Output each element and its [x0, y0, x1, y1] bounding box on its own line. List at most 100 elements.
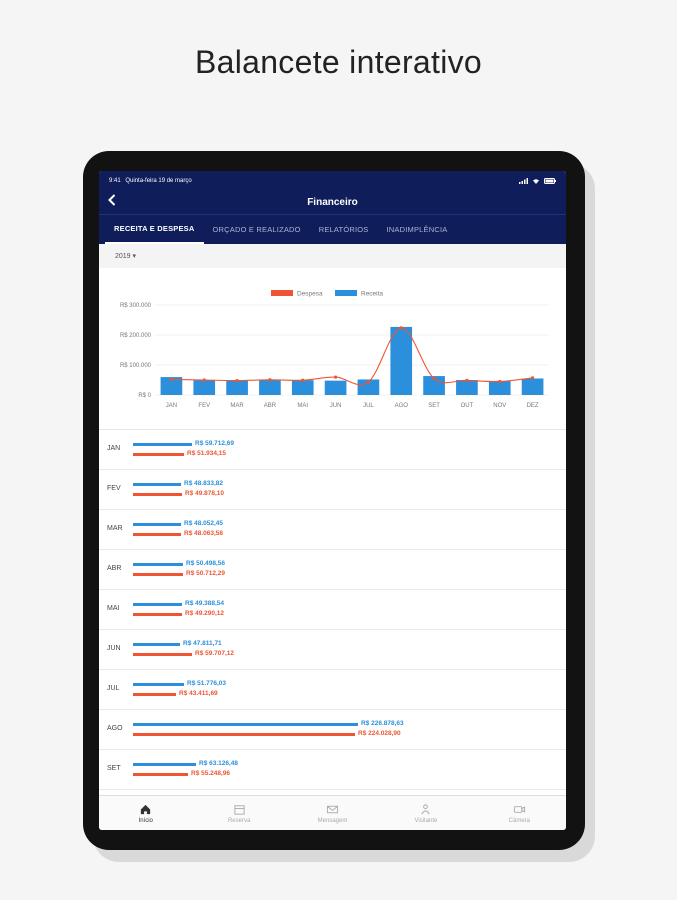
receita-bar	[133, 683, 184, 686]
receita-bar	[357, 379, 380, 395]
finance-chart: R$ 0 R$ 100.000 R$ 200.000 R$ 300.000 JAN FEV…	[99, 268, 566, 430]
tab-receita-despesa[interactable]: RECEITA E DESPESA	[105, 215, 204, 244]
despesa-value: R$ 55.248,96	[191, 770, 231, 777]
receita-bar	[291, 380, 314, 395]
despesa-point	[301, 378, 305, 382]
tab-inadimplencia[interactable]: INADIMPLÊNCIA	[386, 225, 448, 234]
despesa-point	[399, 326, 403, 330]
receita-value: R$ 49.388,54	[185, 600, 225, 607]
tablet-frame: 9:41 Quinta-feira 19 de março Financeiro…	[83, 151, 585, 850]
month-row[interactable]: JUL R$ 51.776,03 R$ 43.411,69	[99, 670, 566, 710]
x-tick-label: AGO	[395, 403, 409, 409]
tab-inicio[interactable]: Início	[99, 796, 192, 830]
month-label: SET	[107, 765, 121, 772]
month-row[interactable]: MAR R$ 48.052,45 R$ 48.063,58	[99, 510, 566, 550]
x-tick-label: OUT	[461, 403, 474, 409]
tab-mensagem-label: Mensagem	[317, 817, 348, 824]
despesa-point	[498, 379, 502, 384]
month-row[interactable]: MAI R$ 49.388,54 R$ 49.290,12	[99, 590, 566, 630]
app-screen: 9:41 Quinta-feira 19 de março Financeiro…	[99, 171, 566, 830]
x-tick-label: JUN	[330, 403, 342, 409]
receita-bar	[488, 380, 511, 395]
receita-bar	[324, 380, 347, 395]
month-label: JUL	[107, 685, 120, 692]
status-date: Quinta-feira 19 de março	[125, 177, 192, 184]
month-label: AGO	[107, 725, 123, 732]
month-label: MAR	[107, 525, 123, 532]
receita-bar	[259, 379, 281, 395]
bottom-tab-bar: Início Reserva Mensagem Visitante Câmera	[99, 795, 566, 830]
despesa-value: R$ 49.878,10	[185, 490, 225, 497]
tab-reserva[interactable]: Reserva	[192, 796, 285, 830]
nav-title: Financeiro	[307, 196, 358, 208]
signal-icon	[519, 177, 528, 184]
despesa-bar	[133, 573, 183, 576]
despesa-bar	[133, 613, 182, 616]
month-list: JAN R$ 59.712,69 R$ 51.934,15 FEV R$ 48.833,…	[99, 430, 566, 790]
home-icon	[141, 804, 151, 814]
receita-bar	[133, 483, 181, 486]
visitor-icon	[421, 803, 431, 814]
y-tick-label: R$ 100.000	[120, 363, 152, 369]
receita-value: R$ 59.712,69	[195, 440, 235, 447]
month-label: ABR	[107, 565, 122, 572]
receita-bar	[133, 643, 180, 646]
tab-inicio-label: Início	[138, 817, 153, 824]
mail-icon	[326, 805, 339, 813]
despesa-bar	[133, 493, 182, 496]
calendar-icon	[234, 804, 245, 815]
receita-bar	[133, 563, 183, 566]
month-row[interactable]: FEV R$ 48.833,82 R$ 49.878,10	[99, 470, 566, 510]
x-tick-label: MAI	[297, 403, 308, 409]
month-label: JAN	[107, 445, 121, 452]
month-row[interactable]: JUN R$ 47.811,71 R$ 59.707,12	[99, 630, 566, 670]
receita-bar	[226, 380, 248, 395]
receita-bar	[423, 376, 445, 395]
back-button[interactable]	[105, 192, 119, 212]
despesa-value: R$ 50.712,29	[186, 570, 226, 577]
month-row[interactable]: ABR R$ 50.498,56 R$ 50.712,29	[99, 550, 566, 590]
nav-bar: Financeiro	[99, 190, 566, 214]
despesa-bar	[133, 733, 355, 736]
receita-bar	[456, 380, 478, 395]
despesa-point	[235, 378, 239, 383]
receita-bar	[133, 523, 181, 526]
receita-value: R$ 226.878,63	[361, 720, 404, 727]
receita-value: R$ 48.052,45	[184, 520, 224, 527]
despesa-point	[530, 376, 535, 380]
month-row[interactable]: SET R$ 63.126,48 R$ 55.248,96	[99, 750, 566, 790]
page-headline: Balancete interativo	[194, 44, 483, 80]
status-time: 9:41	[109, 177, 121, 184]
despesa-bar	[133, 653, 192, 656]
x-tick-label: ABR	[264, 403, 277, 409]
y-tick-label: R$ 0	[138, 393, 151, 399]
battery-icon	[544, 177, 556, 184]
month-row[interactable]: JAN R$ 59.712,69 R$ 51.934,15	[99, 430, 566, 470]
tab-relatorios[interactable]: RELATÓRIOS	[318, 225, 369, 234]
year-select[interactable]: 2019 ▾	[115, 253, 137, 260]
despesa-value: R$ 51.934,15	[187, 450, 227, 457]
tab-camera-label: Câmera	[508, 817, 530, 824]
despesa-bar	[133, 773, 188, 776]
x-tick-label: JAN	[166, 403, 177, 409]
receita-bar	[133, 603, 182, 606]
receita-value: R$ 63.126,48	[199, 760, 239, 767]
despesa-point	[465, 378, 469, 382]
y-tick-label: R$ 300.000	[120, 303, 152, 309]
month-label: FEV	[107, 485, 121, 492]
x-tick-label: FEV	[198, 403, 210, 409]
receita-bar	[193, 380, 216, 395]
tab-camera[interactable]: Câmera	[473, 796, 566, 830]
tab-mensagem[interactable]: Mensagem	[286, 796, 379, 830]
month-row[interactable]: AGO R$ 226.878,63 R$ 224.028,90	[99, 710, 566, 750]
x-tick-label: DEZ	[527, 403, 539, 409]
receita-bar	[133, 443, 192, 446]
month-label: JUN	[107, 645, 121, 652]
tab-orcado-realizado[interactable]: ORÇADO E REALIZADO	[212, 225, 301, 234]
x-tick-label: JUL	[363, 403, 374, 409]
tab-reserva-label: Reserva	[227, 817, 251, 824]
tab-visitante[interactable]: Visitante	[379, 796, 472, 830]
status-bar: 9:41 Quinta-feira 19 de março	[99, 171, 566, 190]
filter-bar: 2019 ▾	[99, 244, 566, 268]
legend-label-despesa: Despesa	[297, 291, 323, 298]
